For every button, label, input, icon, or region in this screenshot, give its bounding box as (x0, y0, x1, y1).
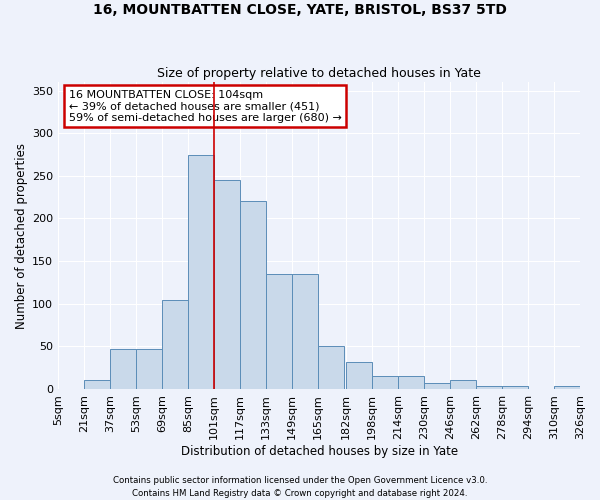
Bar (162, 300, 188, 389)
Bar (502, 386, 528, 389)
Bar (346, 362, 372, 389)
Bar (292, 274, 318, 389)
Text: 16 MOUNTBATTEN CLOSE: 104sqm
← 39% of detached houses are smaller (451)
59% of s: 16 MOUNTBATTEN CLOSE: 104sqm ← 39% of de… (68, 90, 341, 123)
Text: Contains public sector information licensed under the Open Government Licence v3: Contains public sector information licen… (113, 476, 487, 485)
Bar (266, 274, 292, 389)
X-axis label: Distribution of detached houses by size in Yate: Distribution of detached houses by size … (181, 444, 458, 458)
Bar (318, 346, 344, 389)
Bar (136, 349, 162, 389)
Y-axis label: Number of detached properties: Number of detached properties (15, 142, 28, 328)
Bar (240, 202, 266, 389)
Bar (84, 380, 110, 389)
Bar (450, 380, 476, 389)
Bar (214, 180, 240, 389)
Text: Contains HM Land Registry data © Crown copyright and database right 2024.: Contains HM Land Registry data © Crown c… (132, 488, 468, 498)
Bar (398, 376, 424, 389)
Bar (476, 386, 502, 389)
Bar (554, 386, 580, 389)
Bar (424, 383, 450, 389)
Bar (372, 376, 398, 389)
Text: 16, MOUNTBATTEN CLOSE, YATE, BRISTOL, BS37 5TD: 16, MOUNTBATTEN CLOSE, YATE, BRISTOL, BS… (93, 2, 507, 16)
Bar (188, 154, 214, 389)
Title: Size of property relative to detached houses in Yate: Size of property relative to detached ho… (157, 66, 481, 80)
Bar (110, 349, 136, 389)
